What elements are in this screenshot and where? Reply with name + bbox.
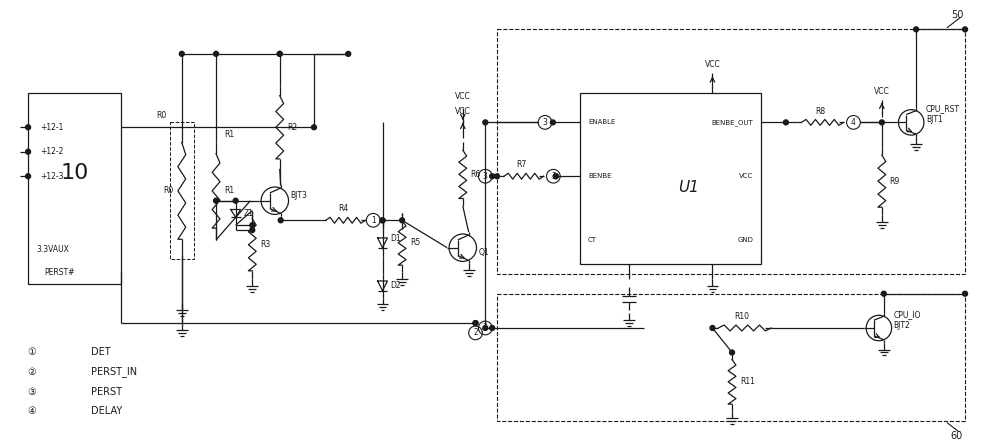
Circle shape bbox=[277, 52, 282, 56]
Text: D1: D1 bbox=[390, 235, 401, 243]
Text: VCC: VCC bbox=[874, 87, 890, 96]
Text: R0: R0 bbox=[156, 111, 166, 120]
Circle shape bbox=[963, 291, 968, 296]
Text: 50: 50 bbox=[951, 10, 963, 19]
Text: 2: 2 bbox=[473, 329, 478, 337]
Text: GND: GND bbox=[738, 237, 754, 243]
Text: BJT2: BJT2 bbox=[894, 321, 910, 329]
Bar bbox=[170, 123, 194, 259]
Text: 4: 4 bbox=[851, 118, 856, 127]
Text: +12-2: +12-2 bbox=[40, 147, 63, 156]
Text: R2: R2 bbox=[288, 123, 298, 132]
Text: CPU_RST: CPU_RST bbox=[926, 104, 960, 113]
Circle shape bbox=[879, 120, 884, 125]
Text: VCC: VCC bbox=[705, 60, 720, 68]
Bar bbox=[28, 93, 121, 284]
Circle shape bbox=[710, 325, 715, 330]
Text: PERST_IN: PERST_IN bbox=[91, 366, 137, 377]
Circle shape bbox=[881, 291, 886, 296]
Circle shape bbox=[473, 321, 478, 325]
Bar bbox=[497, 294, 965, 421]
Circle shape bbox=[26, 174, 31, 179]
Text: Z1: Z1 bbox=[243, 209, 253, 218]
Circle shape bbox=[26, 125, 31, 130]
Text: R10: R10 bbox=[734, 312, 749, 321]
Circle shape bbox=[483, 325, 488, 330]
Text: R4: R4 bbox=[338, 205, 348, 213]
Text: R1: R1 bbox=[224, 130, 234, 138]
Text: 3: 3 bbox=[483, 172, 488, 181]
Circle shape bbox=[179, 52, 184, 56]
Circle shape bbox=[277, 52, 282, 56]
Text: DET: DET bbox=[91, 348, 110, 358]
Text: BJT3: BJT3 bbox=[290, 191, 307, 200]
Text: 10: 10 bbox=[60, 163, 89, 183]
Text: CPU_IO: CPU_IO bbox=[894, 310, 921, 319]
Text: Q1: Q1 bbox=[478, 248, 489, 257]
Text: VCC: VCC bbox=[455, 107, 471, 116]
Circle shape bbox=[783, 120, 788, 125]
Text: +12-1: +12-1 bbox=[40, 123, 63, 132]
Text: BENBE_OUT: BENBE_OUT bbox=[712, 119, 754, 126]
Text: VCC: VCC bbox=[739, 173, 754, 179]
Circle shape bbox=[233, 198, 238, 203]
Text: 60: 60 bbox=[951, 431, 963, 441]
Circle shape bbox=[730, 350, 734, 355]
Text: R1: R1 bbox=[224, 187, 234, 195]
Text: R5: R5 bbox=[410, 238, 420, 247]
Circle shape bbox=[550, 120, 555, 125]
Text: PERST: PERST bbox=[91, 387, 122, 396]
Text: R3: R3 bbox=[260, 240, 270, 249]
Circle shape bbox=[278, 218, 283, 223]
Text: PERST#: PERST# bbox=[44, 268, 74, 277]
Text: BJT1: BJT1 bbox=[926, 115, 943, 124]
Circle shape bbox=[553, 174, 558, 179]
Circle shape bbox=[400, 218, 405, 223]
Text: R0: R0 bbox=[164, 187, 174, 195]
Text: 1: 1 bbox=[371, 216, 376, 225]
Text: 3: 3 bbox=[551, 172, 556, 181]
Circle shape bbox=[214, 198, 219, 203]
Text: D2: D2 bbox=[390, 281, 401, 290]
Circle shape bbox=[473, 321, 478, 325]
Text: 3: 3 bbox=[483, 324, 488, 333]
Bar bbox=[580, 93, 761, 264]
Text: U1: U1 bbox=[679, 180, 699, 195]
Text: VCC: VCC bbox=[455, 92, 471, 101]
Circle shape bbox=[346, 52, 351, 56]
Circle shape bbox=[250, 228, 255, 232]
Text: ENABLE: ENABLE bbox=[588, 120, 615, 125]
Text: R8: R8 bbox=[815, 107, 825, 116]
Circle shape bbox=[214, 52, 219, 56]
Text: R11: R11 bbox=[740, 377, 755, 386]
Text: R9: R9 bbox=[890, 177, 900, 186]
Circle shape bbox=[914, 27, 919, 32]
Text: R6: R6 bbox=[471, 170, 481, 179]
Circle shape bbox=[483, 120, 488, 125]
Text: ①: ① bbox=[28, 348, 36, 358]
Circle shape bbox=[490, 174, 495, 179]
Text: ③: ③ bbox=[28, 387, 36, 396]
Circle shape bbox=[380, 218, 385, 223]
Text: R7: R7 bbox=[516, 161, 527, 169]
Text: DELAY: DELAY bbox=[91, 406, 122, 416]
Text: +12-3: +12-3 bbox=[40, 172, 63, 181]
Text: BENBE: BENBE bbox=[588, 173, 612, 179]
Circle shape bbox=[963, 27, 968, 32]
Text: CT: CT bbox=[588, 237, 597, 243]
Circle shape bbox=[553, 174, 558, 179]
Circle shape bbox=[250, 223, 255, 228]
Circle shape bbox=[495, 174, 500, 179]
Text: 3: 3 bbox=[543, 118, 547, 127]
Circle shape bbox=[380, 218, 385, 223]
Circle shape bbox=[312, 125, 316, 130]
Text: ④: ④ bbox=[28, 406, 36, 416]
Bar bbox=[497, 30, 965, 274]
Circle shape bbox=[26, 149, 31, 154]
Text: ②: ② bbox=[28, 367, 36, 377]
Circle shape bbox=[490, 325, 495, 330]
Text: 3.3VAUX: 3.3VAUX bbox=[36, 245, 69, 254]
